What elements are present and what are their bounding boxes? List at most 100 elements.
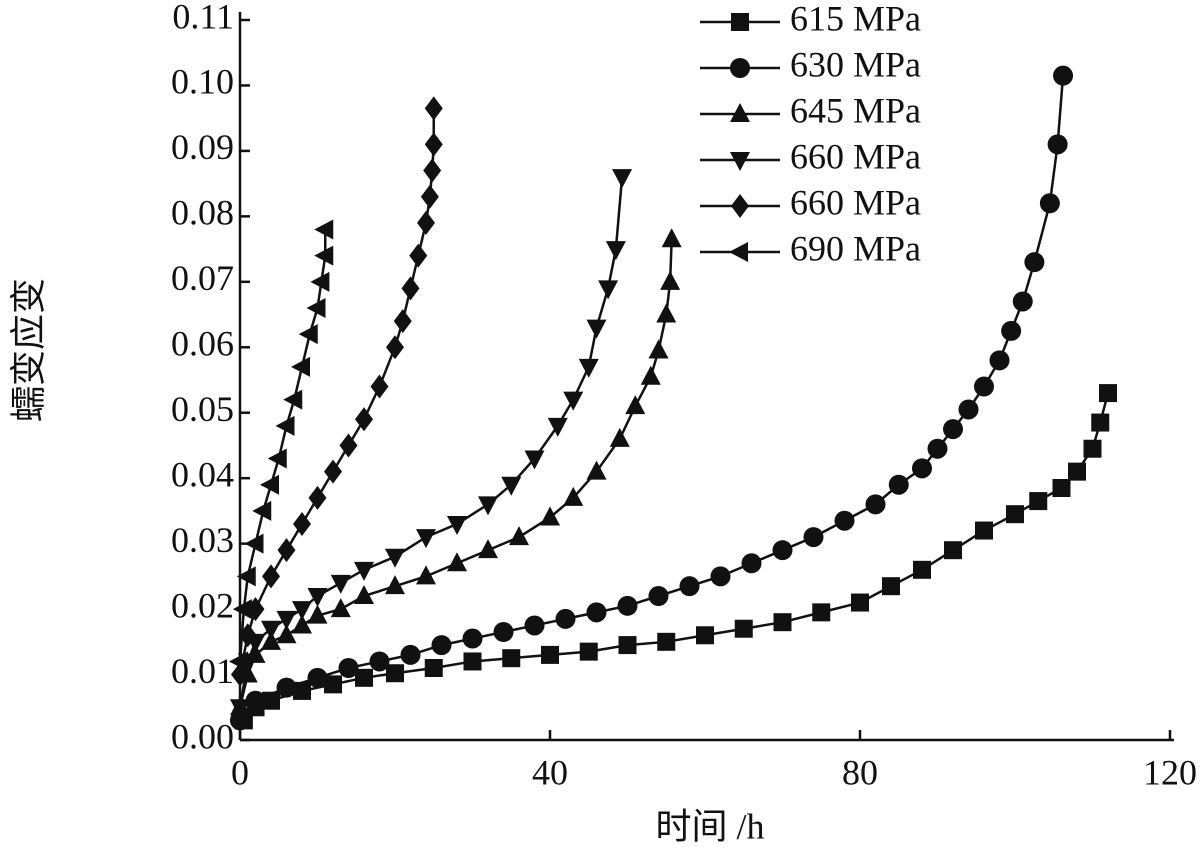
x-tick-label: 120 (1143, 752, 1197, 792)
marker (598, 280, 619, 300)
y-tick-label: 0.10 (171, 62, 234, 102)
marker (586, 602, 607, 623)
marker (493, 622, 514, 642)
marker (834, 510, 855, 531)
marker (657, 632, 676, 651)
marker (330, 598, 351, 618)
marker (478, 496, 498, 516)
marker (307, 667, 328, 688)
y-tick-label: 0.11 (172, 0, 234, 36)
marker (555, 608, 576, 629)
marker (502, 649, 521, 668)
marker (563, 486, 584, 506)
marker (261, 620, 281, 640)
legend-label: 645 MPa (790, 90, 921, 130)
marker (339, 433, 358, 458)
marker (308, 485, 327, 510)
marker (989, 350, 1010, 371)
marker (524, 615, 545, 636)
marker (579, 642, 598, 661)
marker (578, 358, 599, 378)
marker (261, 630, 281, 650)
marker (306, 298, 326, 318)
y-tick-label: 0.07 (171, 258, 234, 298)
marker (696, 626, 714, 645)
marker (913, 560, 931, 579)
marker (812, 603, 831, 622)
marker (420, 184, 439, 209)
marker (386, 664, 404, 683)
marker (730, 58, 750, 78)
marker (401, 276, 420, 301)
marker (252, 500, 272, 521)
marker (679, 576, 700, 597)
marker (803, 527, 824, 548)
marker (307, 604, 328, 624)
y-axis-label: 蠕变应变 (8, 278, 48, 422)
y-tick-label: 0.03 (171, 520, 234, 560)
marker (547, 417, 568, 437)
marker (416, 565, 436, 585)
marker (386, 335, 404, 360)
y-tick-label: 0.05 (171, 389, 234, 429)
marker (230, 699, 250, 719)
marker (314, 219, 334, 240)
marker (314, 245, 334, 266)
marker (605, 241, 626, 261)
marker (730, 152, 750, 171)
marker (293, 681, 311, 700)
marker (734, 619, 753, 638)
marker (292, 601, 312, 621)
marker (1099, 384, 1117, 403)
marker (424, 96, 443, 121)
marker (393, 309, 412, 334)
marker (1091, 413, 1110, 432)
marker (741, 553, 762, 574)
marker (244, 533, 264, 554)
marker (730, 103, 750, 122)
marker (648, 586, 669, 606)
marker (409, 243, 428, 268)
y-tick-label: 0.01 (171, 651, 234, 691)
marker (423, 158, 442, 183)
marker (431, 635, 452, 656)
marker (882, 577, 900, 596)
marker (509, 526, 529, 546)
marker (710, 566, 731, 587)
marker (424, 132, 443, 157)
marker (400, 644, 421, 665)
marker (245, 690, 266, 711)
marker (298, 324, 318, 345)
legend-label: 690 MPa (790, 228, 921, 268)
marker (958, 399, 979, 420)
marker (354, 585, 374, 604)
marker (1053, 65, 1074, 86)
marker (478, 539, 498, 559)
marker (1012, 291, 1033, 312)
marker (851, 593, 869, 612)
marker (1083, 439, 1102, 458)
marker (324, 675, 342, 694)
marker (424, 659, 443, 677)
marker (229, 651, 248, 672)
marker (369, 651, 390, 672)
marker (927, 438, 948, 459)
marker (943, 419, 963, 440)
marker (731, 194, 749, 218)
marker (541, 645, 559, 664)
y-tick-label: 0.02 (171, 585, 234, 625)
marker (1001, 320, 1022, 341)
marker (276, 624, 297, 644)
marker (656, 303, 677, 323)
marker (1024, 252, 1045, 273)
marker (975, 521, 993, 540)
marker (865, 494, 886, 515)
marker (609, 427, 630, 447)
x-tick-label: 80 (842, 752, 878, 792)
marker (1047, 134, 1068, 155)
marker (648, 339, 669, 359)
marker (267, 448, 287, 469)
series-line (238, 108, 435, 675)
